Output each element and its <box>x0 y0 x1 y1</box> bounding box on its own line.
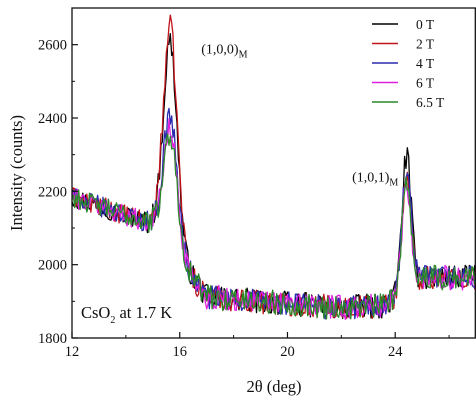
legend-label: 0 T <box>416 17 435 32</box>
y-tick-label: 2400 <box>38 111 67 127</box>
ticks-layer: 12 16 20 24 1800 2000 2200 2400 2600 <box>38 38 450 360</box>
x-tick-label: 24 <box>388 344 403 360</box>
sample-label-rest: at 1.7 K <box>115 303 172 322</box>
sample-label-sub: 2 <box>110 315 115 326</box>
series-line-4 <box>71 133 476 320</box>
sample-label: CsO2 at 1.7 K <box>81 303 172 326</box>
legend-label: 2 T <box>416 37 435 52</box>
legend-label: 6.5 T <box>416 95 445 110</box>
x-tick-label: 20 <box>280 344 295 360</box>
legend-label: 6 T <box>416 76 435 91</box>
y-tick-label: 2000 <box>38 258 67 274</box>
x-tick-label: 16 <box>172 344 187 360</box>
y-tick-label: 2200 <box>38 184 67 200</box>
y-axis-title: Intensity (counts) <box>7 115 26 231</box>
peak-annotation: (1,0,1)M <box>352 171 398 189</box>
legend-label: 4 T <box>416 56 435 71</box>
legend: 0 T 2 T 4 T 6 T 6.5 T <box>372 17 445 110</box>
x-tick-label: 12 <box>65 344 80 360</box>
y-tick-label: 1800 <box>38 331 67 347</box>
y-tick-label: 2600 <box>38 38 67 54</box>
peak-annotation: (1,0,0)M <box>201 42 247 60</box>
x-axis-title: 2θ (deg) <box>246 377 301 396</box>
series-layer <box>71 14 476 321</box>
annotation-layer: (1,0,0)M (1,0,1)M <box>201 42 398 188</box>
sample-label-main: CsO <box>81 303 110 322</box>
plot-frame <box>71 7 476 339</box>
